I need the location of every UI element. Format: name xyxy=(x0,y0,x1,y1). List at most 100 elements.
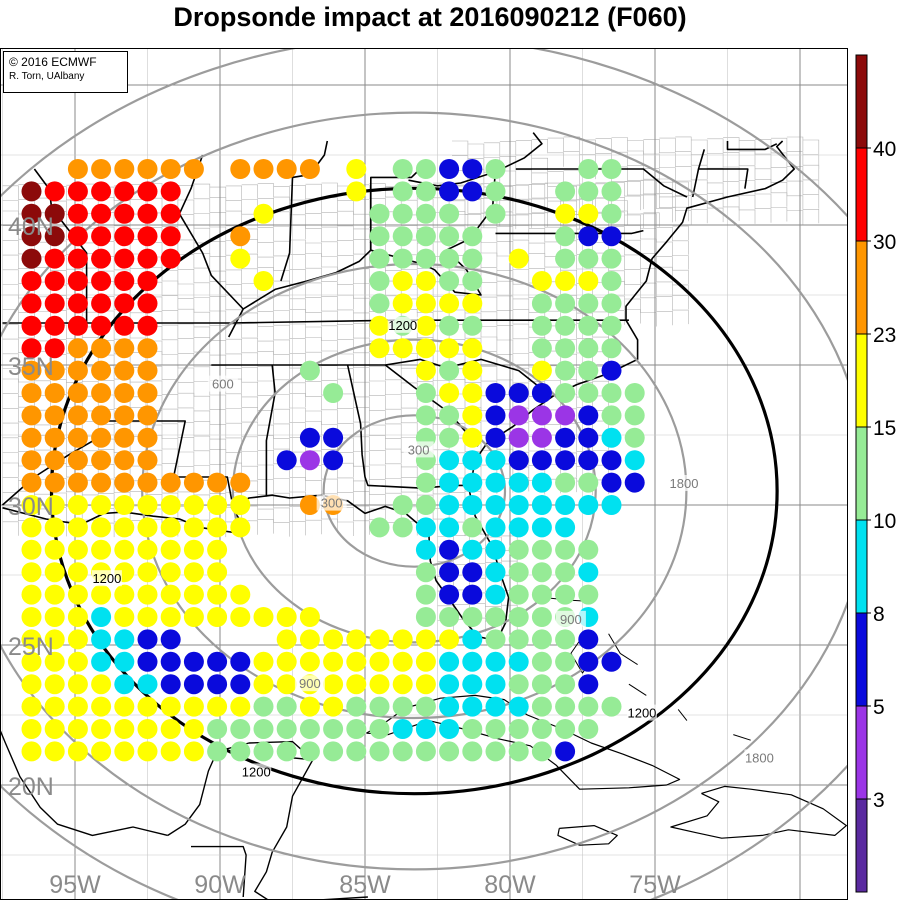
county-line xyxy=(2,266,689,286)
impact-dot xyxy=(415,315,436,336)
impact-dot xyxy=(555,427,576,448)
impact-dot xyxy=(44,651,65,672)
impact-dot xyxy=(462,696,483,717)
range-ring-label: 1200 xyxy=(92,571,121,586)
impact-dot xyxy=(276,696,297,717)
impact-dot xyxy=(44,383,65,403)
impact-dot xyxy=(299,741,320,762)
impact-dot xyxy=(369,271,390,291)
impact-dot xyxy=(555,450,576,471)
impact-dot xyxy=(160,159,181,179)
impact-dot xyxy=(67,248,88,269)
impact-dot xyxy=(91,271,112,291)
longitude-label: 75W xyxy=(629,871,681,899)
impact-dot xyxy=(299,427,320,448)
impact-dot xyxy=(415,383,436,403)
colorbar-bin xyxy=(856,799,867,892)
impact-dot xyxy=(67,427,88,448)
impact-dot xyxy=(392,517,413,538)
impact-dot xyxy=(415,159,436,179)
impact-dot xyxy=(462,383,483,403)
impact-dot xyxy=(276,674,297,695)
impact-dot xyxy=(508,607,529,627)
impact-dot xyxy=(578,584,599,605)
impact-dot xyxy=(114,495,135,515)
impact-dot xyxy=(531,427,552,448)
impact-dot xyxy=(578,495,599,515)
impact-dot xyxy=(44,584,65,605)
bahamas-island xyxy=(733,734,751,741)
impact-dot xyxy=(508,584,529,605)
impact-dot xyxy=(114,674,135,695)
impact-dot xyxy=(91,181,112,202)
impact-dot xyxy=(415,539,436,560)
impact-dot xyxy=(369,517,390,538)
impact-dot xyxy=(276,719,297,739)
impact-dot xyxy=(601,271,622,291)
impact-dot xyxy=(555,315,576,336)
range-ring-label: 1200 xyxy=(627,706,656,721)
impact-dot xyxy=(137,293,158,314)
impact-dot xyxy=(67,338,88,359)
impact-dot xyxy=(160,226,181,247)
impact-dot xyxy=(415,719,436,739)
impact-dot xyxy=(21,607,42,627)
impact-dot xyxy=(601,696,622,717)
impact-dot xyxy=(44,315,65,336)
impact-dot xyxy=(207,472,228,493)
impact-dot xyxy=(392,248,413,269)
impact-dot xyxy=(601,315,622,336)
impact-dot xyxy=(137,539,158,560)
impact-dot xyxy=(323,629,344,650)
impact-dot xyxy=(439,719,460,739)
impact-dot xyxy=(183,741,204,762)
impact-dot xyxy=(462,674,483,695)
impact-dot xyxy=(462,248,483,269)
impact-dot xyxy=(91,651,112,672)
impact-dot xyxy=(415,226,436,247)
impact-dot xyxy=(555,360,576,381)
impact-dot xyxy=(439,427,460,448)
impact-dot xyxy=(230,651,251,672)
range-ring-1500 xyxy=(0,111,848,871)
impact-dot xyxy=(578,203,599,224)
impact-dot xyxy=(230,584,251,605)
impact-dot xyxy=(624,405,645,426)
impact-dot xyxy=(67,226,88,247)
impact-dot xyxy=(392,226,413,247)
impact-dot xyxy=(44,427,65,448)
impact-dot xyxy=(137,562,158,583)
impact-dot xyxy=(485,517,506,538)
impact-dot xyxy=(555,405,576,426)
impact-dot xyxy=(183,719,204,739)
impact-dot xyxy=(137,472,158,493)
impact-dot xyxy=(67,271,88,291)
impact-dot xyxy=(601,226,622,247)
impact-dot xyxy=(230,719,251,739)
impact-dot xyxy=(67,495,88,515)
county-line xyxy=(452,136,820,158)
colorbar-border xyxy=(855,54,868,893)
impact-dot xyxy=(392,651,413,672)
impact-dot xyxy=(67,181,88,202)
range-ring-600 xyxy=(231,338,597,644)
impact-dot xyxy=(439,293,460,314)
impact-dot xyxy=(323,651,344,672)
impact-dot xyxy=(207,719,228,739)
impact-dot xyxy=(67,539,88,560)
lat-lon-labels: 40N 35N 30N 25N 20N 95W 90W 85W 80W 75W xyxy=(8,213,681,899)
impact-dot xyxy=(531,383,552,403)
impact-dot xyxy=(439,629,460,650)
impact-dot xyxy=(485,203,506,224)
impact-dot xyxy=(114,539,135,560)
impact-dot xyxy=(555,719,576,739)
impact-dot xyxy=(578,651,599,672)
impact-dot xyxy=(183,607,204,627)
colorbar-bin xyxy=(856,520,867,613)
impact-dot xyxy=(485,607,506,627)
impact-dot xyxy=(299,629,320,650)
impact-dot xyxy=(21,427,42,448)
impact-dot xyxy=(439,203,460,224)
impact-dot xyxy=(508,472,529,493)
impact-dot xyxy=(91,360,112,381)
